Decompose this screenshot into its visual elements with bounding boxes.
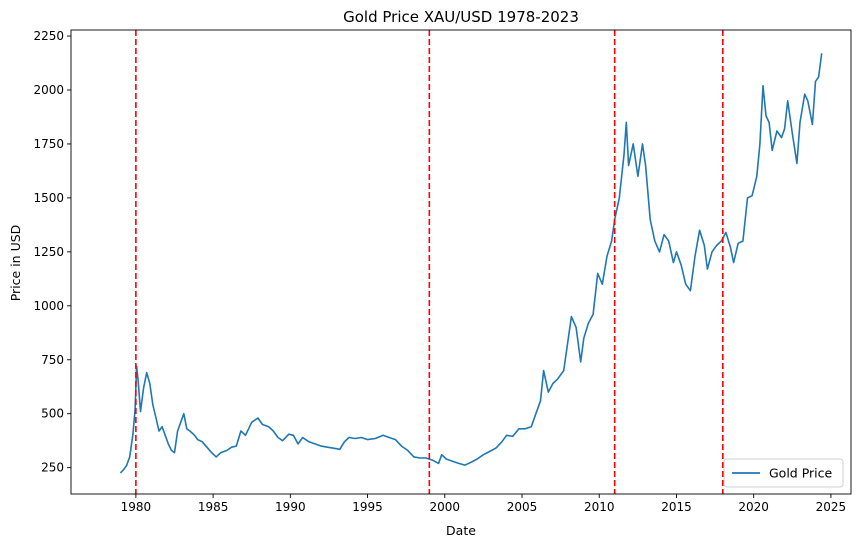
x-tick-label: 1980 bbox=[121, 500, 152, 514]
y-tick-label: 2000 bbox=[33, 83, 64, 97]
x-tick-label: 1995 bbox=[352, 500, 383, 514]
x-tick-label: 2010 bbox=[584, 500, 615, 514]
x-tick-label: 2015 bbox=[661, 500, 692, 514]
chart-title: Gold Price XAU/USD 1978-2023 bbox=[343, 8, 579, 26]
x-tick-label: 1985 bbox=[198, 500, 229, 514]
y-tick-label: 1250 bbox=[33, 245, 64, 259]
y-tick-label: 1000 bbox=[33, 299, 64, 313]
x-tick-label: 2025 bbox=[816, 500, 847, 514]
y-tick-label: 500 bbox=[41, 407, 64, 421]
legend-label: Gold Price bbox=[769, 466, 833, 481]
x-tick-label: 2000 bbox=[430, 500, 461, 514]
y-tick-label: 250 bbox=[41, 461, 64, 475]
x-tick-label: 2005 bbox=[507, 500, 538, 514]
y-tick-label: 750 bbox=[41, 353, 64, 367]
series-line-gold-price bbox=[119, 53, 823, 474]
y-tick-label: 1500 bbox=[33, 191, 64, 205]
x-tick-label: 2020 bbox=[738, 500, 769, 514]
y-tick-label: 2250 bbox=[33, 29, 64, 43]
plot-frame bbox=[70, 29, 852, 495]
x-tick-label: 1990 bbox=[275, 500, 306, 514]
x-axis-label: Date bbox=[446, 523, 476, 538]
y-axis-label: Price in USD bbox=[8, 225, 23, 302]
legend-box bbox=[723, 458, 844, 488]
y-tick-label: 1750 bbox=[33, 137, 64, 151]
plot-area: 1980 1985 1990 1995 2000 2005 2010 2015 2020 2025… bbox=[33, 29, 852, 514]
